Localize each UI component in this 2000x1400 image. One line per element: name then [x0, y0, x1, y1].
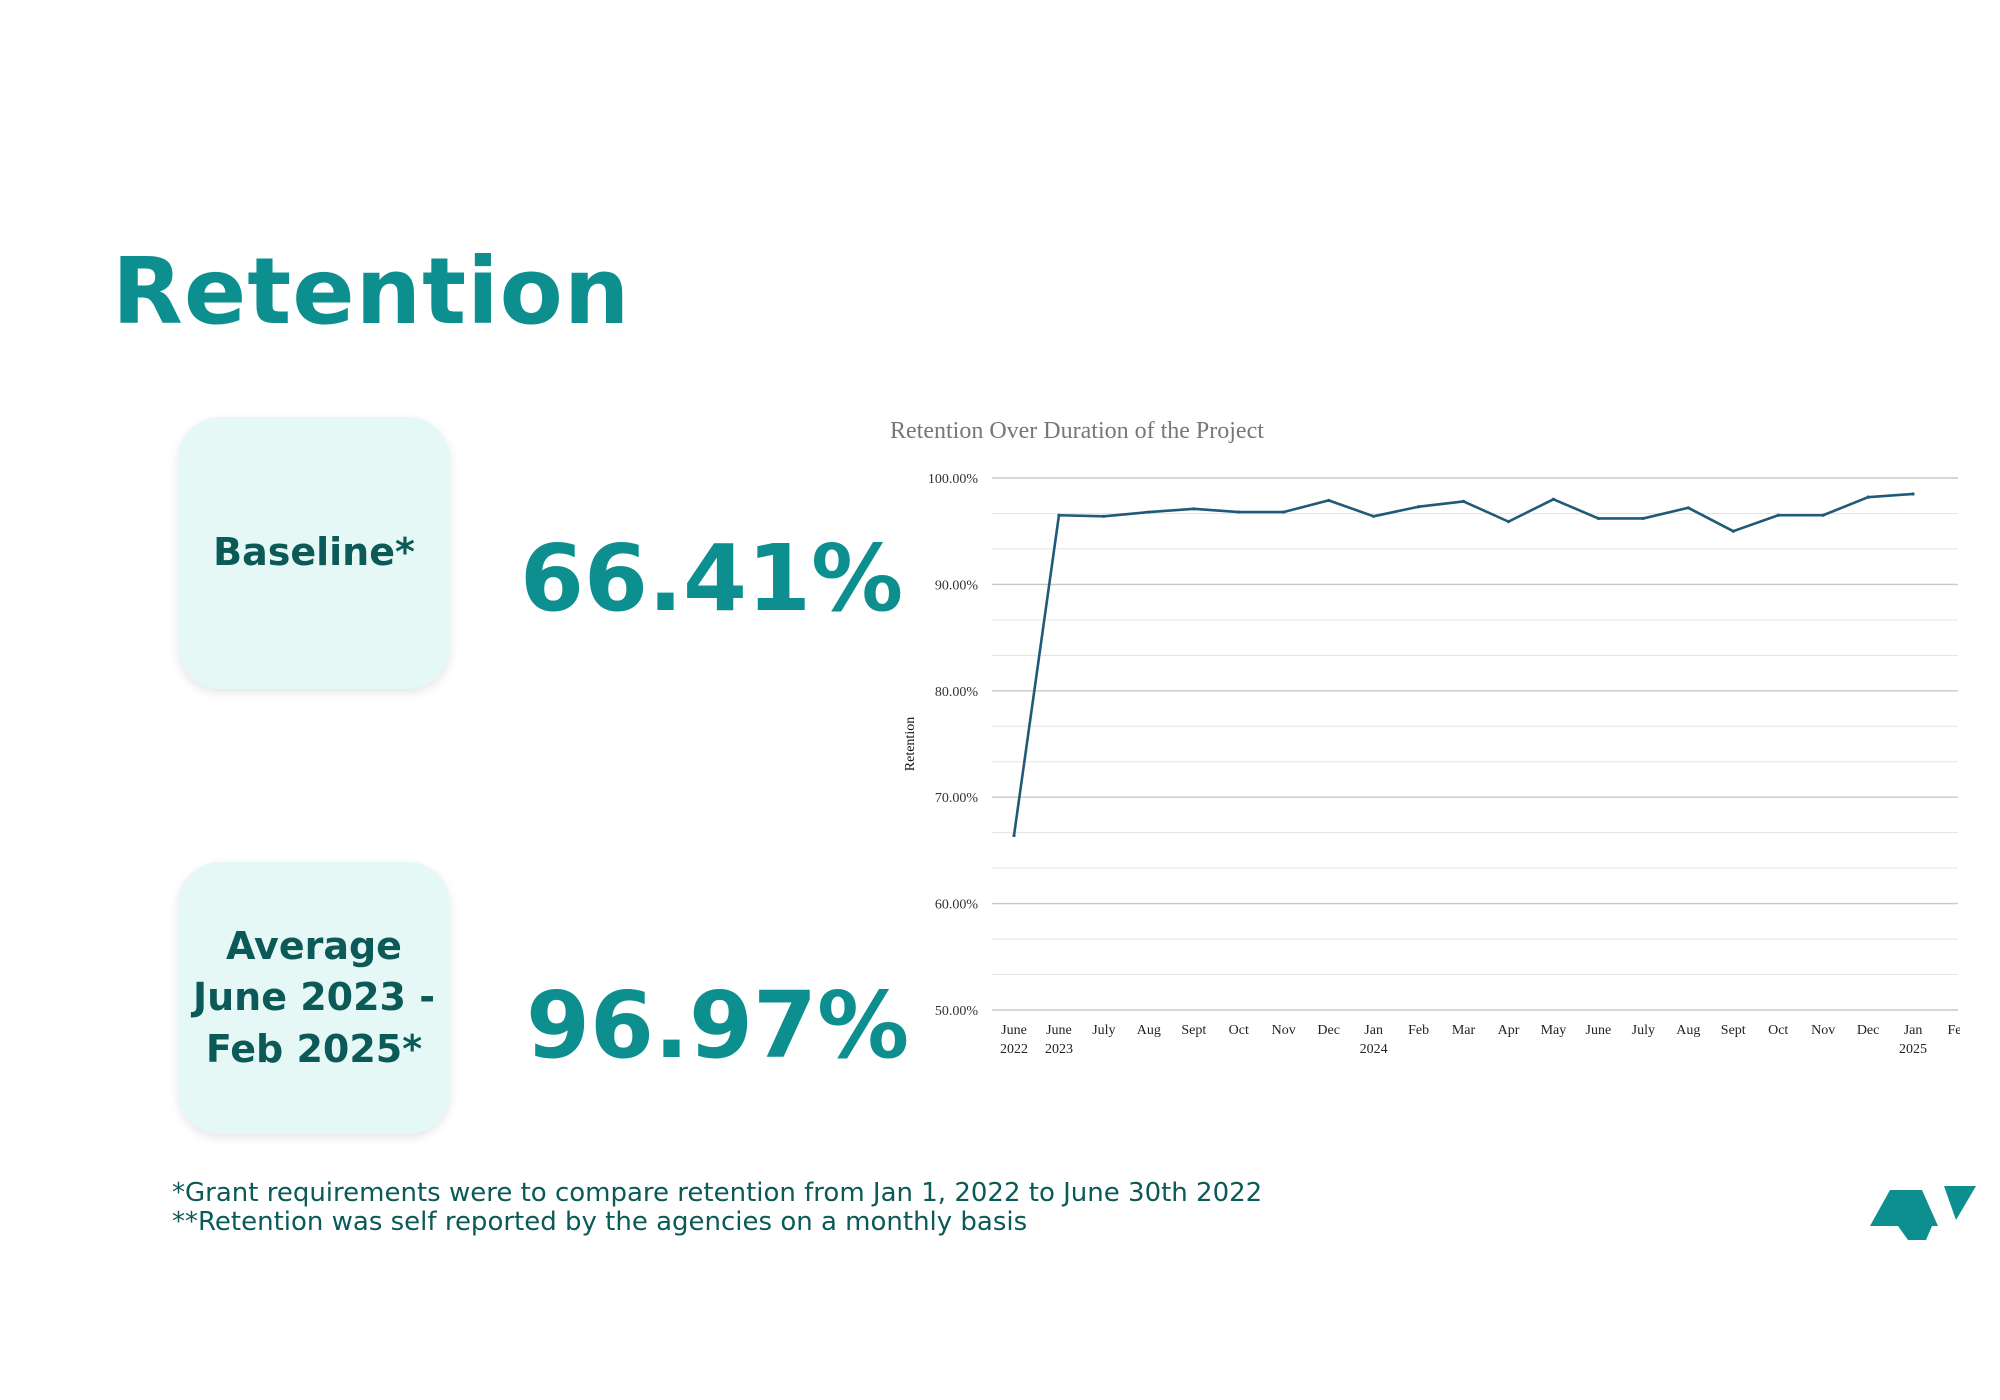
data-point	[1147, 510, 1151, 514]
x-tick-label: Dec	[1317, 1023, 1340, 1038]
y-tick-label: 90.00%	[935, 578, 979, 593]
average-card: Average June 2023 - Feb 2025*	[178, 862, 450, 1134]
x-tick-label: 2024	[1360, 1042, 1388, 1057]
x-tick-label: Jan	[1904, 1023, 1923, 1038]
x-tick-label: 2025	[1899, 1042, 1927, 1057]
x-tick-label: Dec	[1857, 1023, 1880, 1038]
data-point	[1596, 516, 1600, 521]
retention-series-line	[1012, 492, 1914, 836]
x-tick-label: May	[1541, 1023, 1567, 1038]
page-title: Retention	[112, 238, 631, 345]
average-value: 96.97%	[526, 972, 910, 1079]
x-tick-label: Apr	[1498, 1023, 1520, 1038]
data-point	[1416, 505, 1421, 509]
x-tick-label: Aug	[1676, 1023, 1700, 1038]
x-tick-label: June	[1046, 1023, 1072, 1038]
data-point	[1192, 507, 1196, 511]
x-tick-label: 2022	[1000, 1042, 1028, 1057]
data-point	[1327, 498, 1331, 502]
data-point	[1551, 497, 1556, 501]
baseline-label: Baseline*	[213, 530, 415, 575]
data-point	[1866, 495, 1870, 499]
data-point	[1012, 833, 1016, 838]
x-tick-label: Nov	[1811, 1023, 1835, 1038]
data-point	[1641, 516, 1645, 521]
data-point	[1911, 492, 1915, 496]
data-point	[1776, 513, 1780, 517]
x-tick-label: Nov	[1272, 1023, 1296, 1038]
data-point	[1461, 499, 1466, 504]
data-point	[1102, 514, 1106, 518]
agency-logo-icon	[1870, 1186, 1976, 1240]
data-point	[1731, 529, 1735, 533]
footnote-self-reported: **Retention was self reported by the age…	[172, 1207, 1028, 1237]
data-point	[1372, 514, 1376, 518]
x-tick-label: July	[1632, 1023, 1655, 1038]
chart-title: Retention Over Duration of the Project	[890, 418, 1264, 444]
data-point	[1237, 510, 1241, 514]
average-label: Average June 2023 - Feb 2025*	[192, 924, 435, 1071]
y-tick-label: 80.00%	[935, 685, 979, 700]
y-tick-label: 70.00%	[935, 791, 979, 806]
data-point	[1821, 513, 1825, 517]
y-tick-label: 50.00%	[935, 1004, 979, 1019]
x-tick-label: Jan	[1364, 1023, 1383, 1038]
y-tick-label: 100.00%	[928, 472, 979, 487]
x-tick-label: July	[1092, 1023, 1115, 1038]
y-tick-label: 60.00%	[935, 898, 979, 913]
data-point	[1282, 510, 1286, 514]
x-tick-label: June	[1001, 1023, 1027, 1038]
x-tick-label: June	[1586, 1023, 1612, 1038]
x-tick-label: Sept	[1181, 1023, 1206, 1038]
x-tick-label: Oct	[1768, 1023, 1788, 1038]
data-point	[1506, 520, 1511, 524]
x-tick-label: Aug	[1137, 1023, 1161, 1038]
x-tick-label: Feb	[1948, 1023, 1961, 1038]
x-tick-label: Oct	[1229, 1023, 1249, 1038]
x-tick-label: Feb	[1408, 1023, 1429, 1038]
baseline-card: Baseline*	[178, 417, 450, 689]
footnote-grant: *Grant requirements were to compare rete…	[172, 1178, 1263, 1208]
data-point	[1686, 506, 1690, 510]
x-tick-label: Mar	[1452, 1023, 1476, 1038]
baseline-value: 66.41%	[520, 525, 904, 632]
retention-line-chart: 100.00% 90.00% 80.00% 70.00% 60.00% 50.00% Ret…	[903, 472, 1961, 1057]
x-tick-label: Sept	[1721, 1023, 1746, 1038]
y-axis-label: Retention	[903, 717, 918, 771]
data-point	[1057, 513, 1061, 517]
x-tick-label: 2023	[1045, 1042, 1073, 1057]
